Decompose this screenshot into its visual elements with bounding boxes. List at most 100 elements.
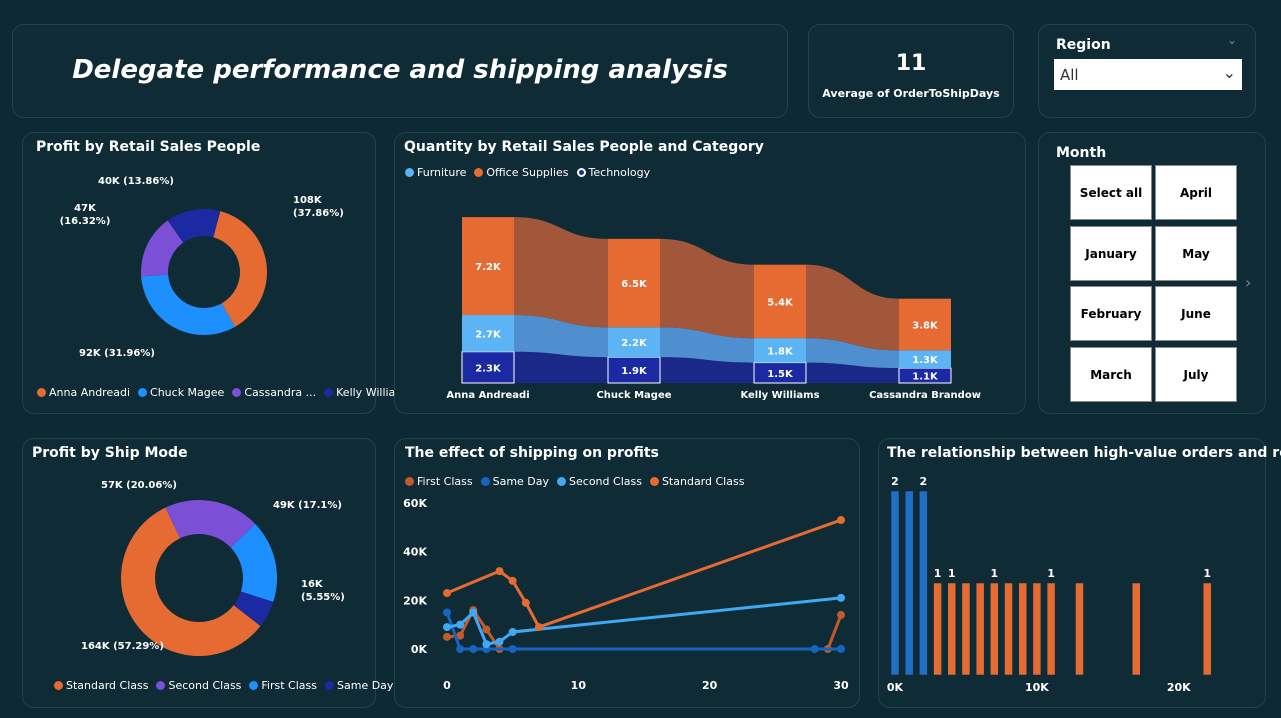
bar-segment[interactable] [608, 327, 660, 358]
bar[interactable] [1018, 582, 1027, 676]
bar-segment[interactable] [754, 264, 806, 339]
bar[interactable] [1131, 582, 1141, 676]
data-point[interactable] [443, 623, 451, 632]
bar-segment[interactable] [753, 362, 807, 384]
month-option-july[interactable]: July [1155, 347, 1237, 402]
legend-item[interactable]: Technology [576, 166, 651, 179]
month-slicer-title: Month [1056, 145, 1107, 161]
data-point[interactable] [482, 625, 491, 634]
data-point[interactable] [443, 608, 451, 617]
data-point[interactable] [469, 608, 478, 617]
legend-item[interactable]: Standard Class [649, 475, 744, 488]
legend-item[interactable]: First Class [249, 679, 317, 692]
month-option-march[interactable]: March [1070, 347, 1152, 402]
data-point[interactable] [443, 632, 451, 641]
data-point[interactable] [837, 516, 845, 525]
data-point[interactable] [469, 645, 478, 653]
month-option-june[interactable]: June [1155, 286, 1237, 341]
data-point[interactable] [837, 593, 845, 602]
legend-item[interactable]: Furniture [405, 166, 466, 179]
pie-slice[interactable] [165, 500, 256, 548]
bar[interactable] [919, 490, 928, 676]
data-point[interactable] [534, 623, 543, 632]
legend-item[interactable]: Chuck Magee [138, 386, 224, 399]
region-dropdown[interactable]: All ⌄ [1054, 59, 1242, 90]
month-option-may[interactable]: May [1155, 226, 1237, 281]
legend-item[interactable]: Same Day [325, 679, 393, 692]
data-point[interactable] [810, 645, 819, 653]
bar[interactable] [975, 582, 985, 676]
bar[interactable] [1032, 582, 1042, 676]
pie-slice[interactable] [141, 274, 236, 335]
pie-slice[interactable] [141, 220, 184, 277]
pie-slice[interactable] [233, 591, 274, 627]
bar-value-label: 1.5K [767, 369, 794, 380]
bar[interactable] [1004, 582, 1013, 676]
bar[interactable] [1046, 582, 1056, 676]
chart-legend: Furniture Office Supplies Technology [405, 166, 650, 179]
legend-marker [480, 477, 490, 486]
data-point[interactable] [837, 610, 845, 619]
bar[interactable] [933, 582, 942, 676]
bar[interactable] [947, 582, 957, 676]
legend-item[interactable]: Second Class [557, 475, 642, 488]
series-line[interactable] [446, 518, 842, 629]
data-point[interactable] [456, 620, 465, 629]
bar-segment[interactable] [608, 238, 660, 328]
data-point[interactable] [508, 645, 517, 653]
month-option-april[interactable]: April [1155, 165, 1237, 220]
chevron-right-icon[interactable]: › [1245, 273, 1252, 292]
legend-item[interactable]: Office Supplies [474, 166, 569, 179]
legend-item[interactable]: First Class [405, 475, 473, 488]
bar-segment[interactable] [462, 315, 514, 352]
pie-slice[interactable] [213, 211, 267, 327]
legend-item[interactable]: Second Class [156, 679, 241, 692]
legend-item[interactable]: Cassandra ... [232, 386, 316, 399]
data-point[interactable] [456, 631, 465, 640]
legend-item[interactable]: Anna Andreadi [37, 386, 130, 399]
bar-segment[interactable] [607, 356, 661, 384]
bar[interactable] [1202, 582, 1212, 676]
bar-value-label: 7.2K [475, 262, 502, 273]
data-point[interactable] [508, 576, 517, 585]
pie-slice[interactable] [230, 523, 277, 602]
pie-slice[interactable] [167, 209, 221, 243]
legend-label: Office Supplies [486, 166, 569, 179]
ribbon-band [514, 315, 608, 358]
x-tick-label: 20 [702, 679, 718, 692]
bar[interactable] [990, 582, 999, 676]
data-point[interactable] [495, 637, 504, 646]
data-point[interactable] [508, 627, 517, 636]
month-option-select-all[interactable]: Select all [1070, 165, 1152, 220]
bar[interactable] [890, 490, 900, 676]
profit-by-sales-people-card: Profit by Retail Sales People 108K (37.86… [22, 132, 412, 414]
ribbon-band [806, 264, 899, 351]
pie-slice[interactable] [121, 507, 261, 656]
legend-label: Same Day [492, 475, 550, 488]
slice-label: 49K (17.1%) [273, 500, 342, 511]
data-point[interactable] [443, 589, 451, 598]
series-line[interactable] [446, 596, 842, 646]
data-point[interactable] [495, 567, 504, 576]
data-point[interactable] [837, 645, 845, 653]
slice-label: 16K (5.55%) [301, 579, 345, 603]
chevron-down-icon[interactable]: ⌄ [1226, 33, 1237, 47]
bar-segment[interactable] [462, 217, 514, 315]
bar-segment[interactable] [899, 298, 951, 351]
bar[interactable] [904, 490, 914, 676]
legend-item[interactable]: Same Day [480, 475, 550, 488]
month-option-january[interactable]: January [1070, 226, 1152, 281]
legend-label: Technology [588, 166, 651, 179]
data-point[interactable] [482, 640, 491, 649]
bar-segment[interactable] [461, 351, 515, 384]
bar[interactable] [961, 582, 971, 676]
data-point[interactable] [456, 645, 465, 653]
bar-segment[interactable] [899, 350, 951, 369]
bar[interactable] [1075, 582, 1084, 676]
bar-segment[interactable] [754, 338, 806, 363]
month-option-february[interactable]: February [1070, 286, 1152, 341]
series-line[interactable] [446, 607, 843, 651]
data-point[interactable] [521, 598, 530, 607]
legend-item[interactable]: Kelly Williams [324, 386, 412, 399]
legend-item[interactable]: Standard Class [54, 679, 148, 692]
